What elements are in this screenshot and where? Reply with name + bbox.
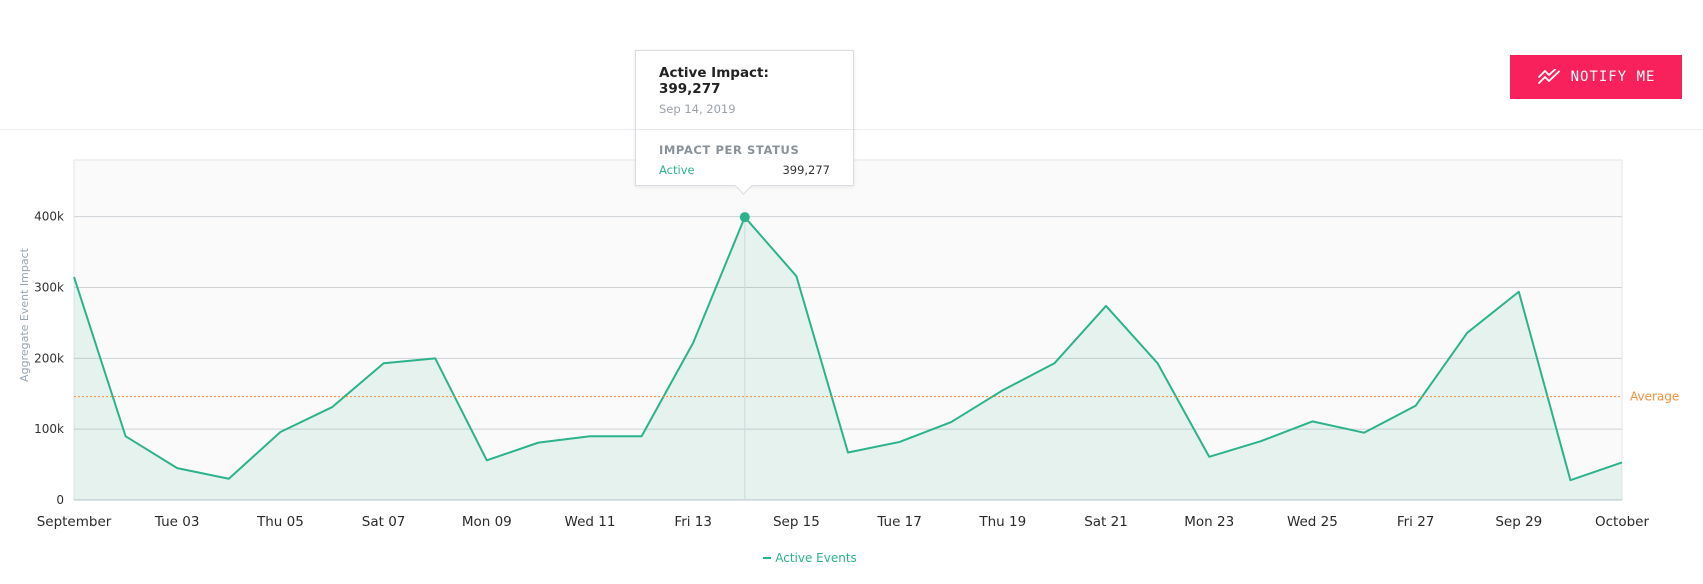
x-tick-label: Fri 13	[674, 514, 712, 530]
tooltip-value: 399,277	[782, 163, 830, 177]
x-tick-label: Wed 11	[565, 514, 616, 530]
x-tick-label: Wed 25	[1287, 514, 1338, 530]
legend-item-active-events[interactable]: Active Events	[775, 551, 857, 565]
y-tick-label: 400k	[34, 210, 64, 224]
y-tick-label: 300k	[34, 281, 64, 295]
x-tick-label: Sep 29	[1495, 514, 1542, 530]
series-area-active-events	[74, 217, 1622, 500]
x-tick-label: Mon 09	[462, 514, 512, 530]
notify-logo-icon	[1537, 69, 1560, 84]
y-tick-label: 200k	[34, 351, 64, 365]
y-axis-title: Aggregate Event Impact	[18, 247, 31, 382]
y-tick-label: 100k	[34, 422, 64, 436]
tooltip-status: Active	[659, 163, 695, 177]
average-label: Average	[1630, 390, 1679, 404]
notify-label: NOTIFY ME	[1570, 69, 1656, 85]
x-tick-label: Sat 21	[1084, 514, 1128, 530]
x-tick-label: Tue 03	[154, 514, 200, 530]
x-tick-label: September	[37, 514, 112, 530]
y-tick-label: 0	[56, 493, 64, 507]
hover-point[interactable]	[739, 212, 750, 223]
notify-me-button[interactable]: NOTIFY ME	[1510, 55, 1682, 99]
x-tick-label: Thu 19	[978, 514, 1026, 530]
tooltip: Active Impact: 399,277 Sep 14, 2019 IMPA…	[635, 50, 854, 195]
x-tick-label: Sat 07	[362, 514, 406, 530]
tooltip-section-label: IMPACT PER STATUS	[659, 143, 800, 157]
x-tick-label: Tue 17	[876, 514, 922, 530]
x-tick-label: October	[1595, 514, 1649, 530]
series-line-active-events[interactable]	[73, 216, 1623, 482]
x-tick-label: Thu 05	[256, 514, 304, 530]
x-tick-label: Fri 27	[1397, 514, 1435, 530]
tooltip-date: Sep 14, 2019	[659, 102, 736, 116]
x-tick-label: Mon 23	[1184, 514, 1234, 530]
tooltip-title: Active Impact: 399,277	[659, 65, 769, 97]
legend-swatch	[763, 557, 772, 559]
legend[interactable]: Active Events	[0, 551, 1620, 565]
x-tick-label: Sep 15	[773, 514, 820, 530]
